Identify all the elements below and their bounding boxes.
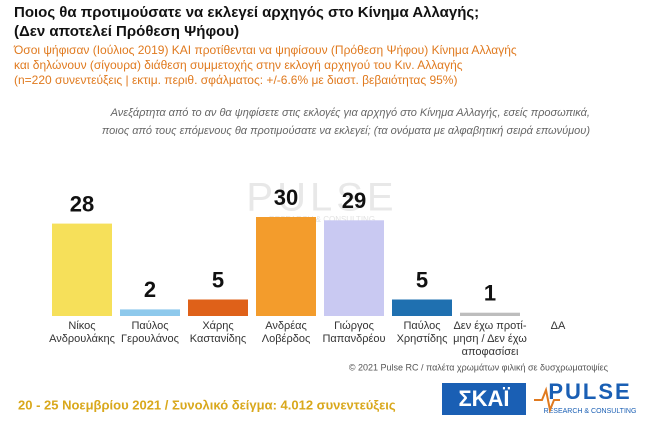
value-label: 29 (342, 188, 366, 213)
bar (188, 299, 248, 316)
logo: ΣΚΑΪ (458, 386, 510, 411)
value-label: 2 (144, 277, 156, 302)
subtitle: και δηλώνουν (σίγουρα) διάθεση συμμετοχή… (14, 58, 463, 72)
footer: 20 - 25 Νοεμβρίου 2021 / Συνολικό δείγμα… (18, 397, 396, 412)
x-tick-label: Παύλος (403, 320, 440, 332)
note: © 2021 Pulse RC / παλέτα χρωμάτων φιλική… (349, 362, 609, 372)
bar (256, 217, 316, 316)
bar (324, 220, 384, 316)
x-tick-label: Παύλος (131, 320, 168, 332)
x-tick-label: Γιώργος (334, 320, 374, 332)
x-tick-label: Λοβέρδος (262, 333, 311, 345)
bar (392, 299, 452, 316)
logo: RESEARCH & CONSULTING (544, 408, 637, 415)
x-tick-label: Ανδρουλάκης (49, 333, 115, 345)
x-tick-label: αποφασίσει (462, 346, 519, 358)
x-tick-label: Νίκος (68, 320, 95, 332)
x-tick-label: Ανδρέας (265, 320, 307, 332)
x-tick-label: Παπανδρέου (322, 333, 385, 345)
chart-title: Ποιος θα προτιμούσατε να εκλεγεί αρχηγός… (14, 4, 479, 21)
question: Ανεξάρτητα από το αν θα ψηφίσετε στις εκ… (110, 107, 590, 119)
logo: PULSE (548, 379, 631, 404)
bar (52, 223, 112, 316)
bar (460, 312, 520, 316)
x-tick-label: Καστανίδης (190, 333, 246, 345)
value-label: 30 (274, 185, 298, 210)
logo-box (442, 383, 526, 415)
subtitle: Όσοι ψήφισαν (Ιούλιος 2019) ΚΑΙ προτίθεν… (13, 43, 517, 57)
chart-title: (Δεν αποτελεί Πρόθεση Ψήφου) (14, 23, 239, 40)
question: ποιος από τους επόμενους θα προτιμούσατε… (102, 125, 590, 137)
subtitle: (n=220 συνεντεύξεις | εκτιμ. περιθ. σφάλ… (14, 73, 457, 87)
value-label: 5 (416, 267, 428, 292)
value-label: 1 (484, 281, 496, 306)
watermark: PULSE (246, 176, 397, 220)
watermark: RESEARCH & CONSULTING (269, 215, 375, 224)
x-tick-label: Δεν έχω προτί- (453, 320, 526, 332)
logo-pulse (534, 386, 560, 414)
x-tick-label: Χάρης (202, 320, 233, 332)
value-label: 28 (70, 191, 94, 216)
x-tick-label: ΔΑ (551, 320, 566, 332)
x-tick-label: Χρηστίδης (397, 333, 448, 345)
x-tick-label: μηση / Δεν έχω (453, 333, 527, 345)
value-label: 5 (212, 267, 224, 292)
bar (120, 309, 180, 316)
x-tick-label: Γερουλάνος (121, 333, 179, 345)
